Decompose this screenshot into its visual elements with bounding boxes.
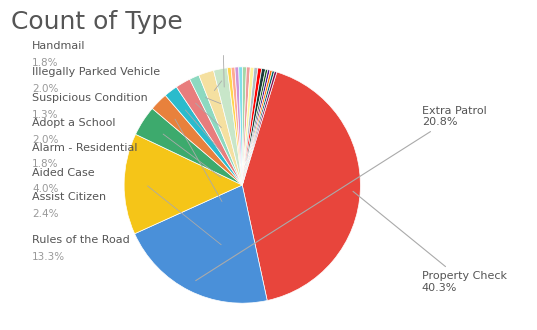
Wedge shape	[199, 70, 242, 185]
Text: Assist Citizen: Assist Citizen	[32, 192, 106, 202]
Text: Count of Type: Count of Type	[11, 10, 183, 34]
Wedge shape	[242, 67, 254, 185]
Wedge shape	[242, 67, 250, 185]
Wedge shape	[165, 87, 242, 185]
Wedge shape	[242, 70, 270, 185]
Text: Aided Case: Aided Case	[32, 168, 95, 178]
Wedge shape	[242, 68, 262, 185]
Text: 4.0%: 4.0%	[32, 184, 59, 194]
Text: 1.8%: 1.8%	[32, 159, 59, 169]
Text: Adopt a School: Adopt a School	[32, 118, 115, 128]
Wedge shape	[239, 67, 243, 185]
Wedge shape	[231, 67, 242, 185]
Text: Suspicious Condition: Suspicious Condition	[32, 93, 148, 103]
Wedge shape	[190, 75, 242, 185]
Text: 1.8%: 1.8%	[32, 58, 59, 68]
Text: Illegally Parked Vehicle: Illegally Parked Vehicle	[32, 67, 160, 77]
Wedge shape	[242, 69, 268, 185]
Text: Extra Patrol
20.8%: Extra Patrol 20.8%	[195, 106, 487, 280]
Wedge shape	[242, 70, 272, 185]
Wedge shape	[214, 68, 242, 185]
Wedge shape	[242, 71, 277, 185]
Wedge shape	[242, 71, 274, 185]
Wedge shape	[242, 72, 360, 301]
Text: 1.3%: 1.3%	[32, 110, 59, 120]
Wedge shape	[135, 185, 267, 303]
Wedge shape	[176, 79, 242, 185]
Text: 2.0%: 2.0%	[32, 135, 59, 145]
Wedge shape	[135, 109, 242, 185]
Text: Property Check
40.3%: Property Check 40.3%	[353, 191, 507, 293]
Text: 2.4%: 2.4%	[32, 209, 59, 219]
Text: 13.3%: 13.3%	[32, 251, 65, 261]
Text: 2.0%: 2.0%	[32, 84, 59, 94]
Wedge shape	[242, 67, 258, 185]
Text: Alarm - Residential: Alarm - Residential	[32, 143, 137, 153]
Wedge shape	[153, 95, 242, 185]
Wedge shape	[242, 69, 266, 185]
Wedge shape	[235, 67, 242, 185]
Wedge shape	[124, 134, 242, 234]
Wedge shape	[227, 67, 242, 185]
Wedge shape	[242, 67, 246, 185]
Text: Handmail: Handmail	[32, 41, 85, 51]
Text: Rules of the Road: Rules of the Road	[32, 235, 130, 245]
